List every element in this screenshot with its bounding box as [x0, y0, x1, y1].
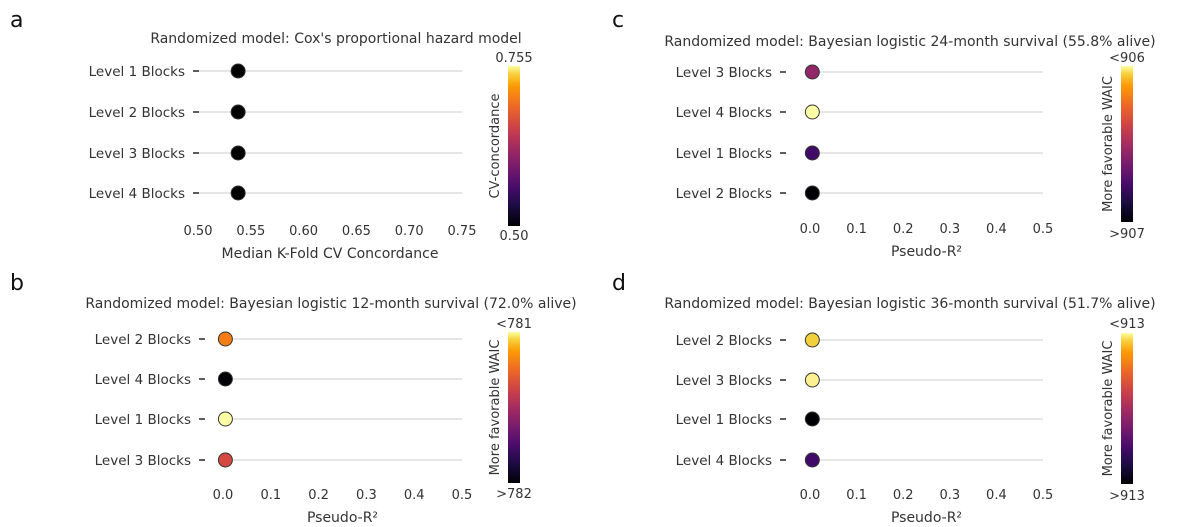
x-tick-label: 0.1	[846, 222, 867, 237]
data-point	[804, 372, 820, 388]
colorbar-label: More favorable WAIC	[1101, 76, 1116, 212]
x-axis-label: Pseudo-R²	[891, 244, 962, 260]
category-label: Level 2 Blocks	[95, 332, 191, 348]
data-point	[230, 185, 246, 201]
category-label: Level 4 Blocks	[89, 186, 185, 202]
x-axis-label: Pseudo-R²	[307, 510, 378, 526]
category-label: Level 4 Blocks	[676, 453, 772, 469]
data-point	[217, 331, 233, 347]
x-tick-label: 0.5	[1033, 488, 1054, 503]
x-tick-label: 0.5	[1033, 222, 1054, 237]
panel-letter: c	[612, 8, 624, 33]
x-tick-label: 0.4	[404, 488, 425, 503]
x-tick-label: 0.50	[184, 224, 213, 239]
chart-title: Randomized model: Bayesian logistic 12-m…	[85, 296, 576, 312]
chart-title: Randomized model: Bayesian logistic 36-m…	[664, 296, 1155, 312]
category-label: Level 4 Blocks	[95, 372, 191, 388]
data-point	[804, 64, 820, 80]
category-label: Level 3 Blocks	[95, 453, 191, 469]
x-tick-label: 0.5	[452, 488, 473, 503]
data-point	[230, 104, 246, 120]
data-point	[217, 411, 233, 427]
colorbar-top-label: <781	[496, 317, 532, 332]
x-tick-label: 0.75	[448, 224, 477, 239]
x-axis-label: Median K-Fold CV Concordance	[222, 246, 439, 262]
colorbar-top-label: 0.755	[495, 51, 532, 66]
x-tick-label: 0.2	[893, 222, 914, 237]
colorbar-top-label: <913	[1109, 317, 1145, 332]
category-label: Level 1 Blocks	[676, 412, 772, 428]
x-tick-label: 0.4	[986, 488, 1007, 503]
colorbar-bottom-label: >782	[496, 487, 532, 502]
data-point	[230, 63, 246, 79]
x-tick-label: 0.2	[308, 488, 329, 503]
colorbar	[508, 332, 520, 483]
chart-panel-c: c Randomized model: Bayesian logistic 24-…	[612, 8, 1156, 260]
colorbar	[1121, 333, 1133, 484]
chart-panel-a: a Randomized model: Cox's proportional ha…	[10, 8, 533, 262]
x-tick-label: 0.3	[939, 222, 960, 237]
category-label: Level 1 Blocks	[676, 146, 772, 162]
category-label: Level 1 Blocks	[89, 64, 185, 80]
category-label: Level 4 Blocks	[676, 105, 772, 121]
x-tick-label: 0.60	[289, 224, 318, 239]
category-label: Level 3 Blocks	[676, 373, 772, 389]
panel-letter: d	[612, 271, 626, 296]
x-tick-label: 0.3	[939, 488, 960, 503]
category-label: Level 1 Blocks	[95, 412, 191, 428]
colorbar-bottom-label: >913	[1109, 489, 1145, 504]
category-label: Level 2 Blocks	[89, 105, 185, 121]
category-label: Level 2 Blocks	[676, 333, 772, 349]
category-label: Level 2 Blocks	[676, 186, 772, 202]
x-tick-label: 0.1	[846, 488, 867, 503]
panel-letter: b	[10, 271, 24, 296]
colorbar-bottom-label: 0.50	[500, 229, 529, 244]
category-label: Level 3 Blocks	[89, 146, 185, 162]
x-tick-label: 0.0	[800, 222, 821, 237]
chart-panel-b: b Randomized model: Bayesian logistic 12-…	[10, 271, 577, 526]
x-tick-label: 0.2	[893, 488, 914, 503]
data-point	[804, 185, 820, 201]
x-tick-label: 0.0	[800, 488, 821, 503]
chart-panel-d: d Randomized model: Bayesian logistic 36-…	[612, 271, 1156, 526]
data-point	[804, 452, 820, 468]
colorbar	[508, 66, 520, 226]
colorbar-top-label: <906	[1109, 51, 1145, 66]
data-point	[804, 104, 820, 120]
data-point	[217, 452, 233, 468]
x-tick-label: 0.55	[236, 224, 265, 239]
data-point	[804, 145, 820, 161]
x-axis-label: Pseudo-R²	[891, 510, 962, 526]
data-point	[230, 145, 246, 161]
colorbar-label: More favorable WAIC	[1101, 341, 1116, 477]
chart-title: Randomized model: Cox's proportional haz…	[150, 31, 521, 47]
colorbar-label: CV-concordance	[488, 93, 503, 198]
data-point	[804, 411, 820, 427]
colorbar	[1121, 66, 1133, 222]
category-label: Level 3 Blocks	[676, 65, 772, 81]
panel-letter: a	[10, 8, 23, 33]
x-tick-label: 0.3	[356, 488, 377, 503]
x-tick-label: 0.1	[260, 488, 281, 503]
chart-title: Randomized model: Bayesian logistic 24-m…	[664, 34, 1155, 50]
x-tick-label: 0.4	[986, 222, 1007, 237]
data-point	[217, 371, 233, 387]
colorbar-bottom-label: >907	[1109, 227, 1145, 242]
x-tick-label: 0.65	[342, 224, 371, 239]
colorbar-label: More favorable WAIC	[488, 340, 503, 476]
x-tick-label: 0.70	[395, 224, 424, 239]
data-point	[804, 332, 820, 348]
x-tick-label: 0.0	[213, 488, 234, 503]
